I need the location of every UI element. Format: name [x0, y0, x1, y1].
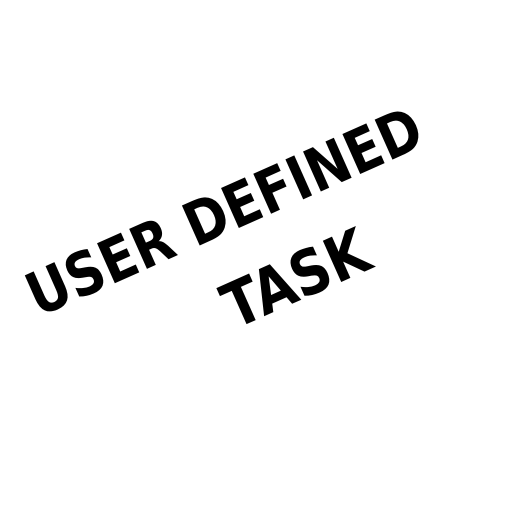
user-defined-task-image: USER DEFINED TASK — [15, 93, 434, 344]
